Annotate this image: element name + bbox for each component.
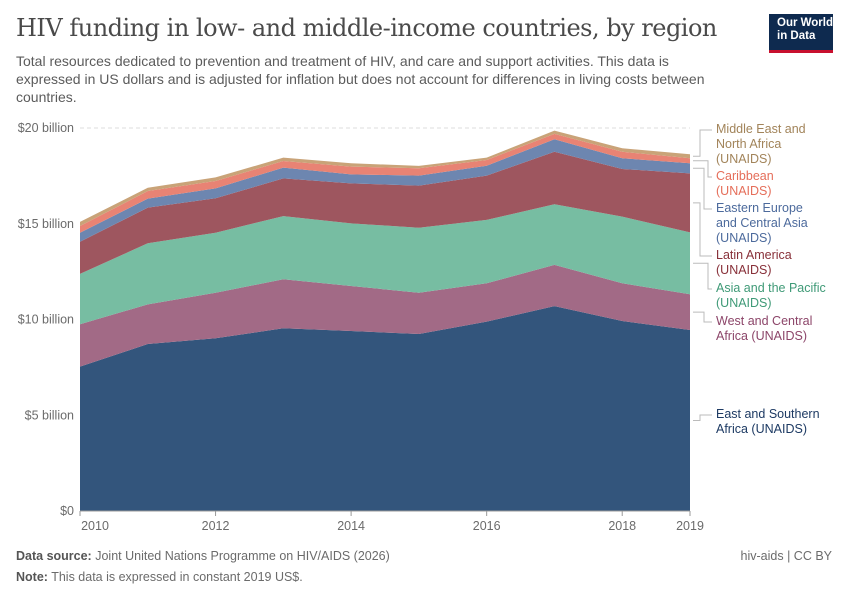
legend-connector: [693, 414, 712, 422]
legend-label: West and Central Africa (UNAIDS): [716, 314, 813, 343]
legend-label: Caribbean (UNAIDS): [716, 169, 774, 198]
legend-connector: [693, 202, 712, 257]
note-label: Note:: [16, 570, 48, 584]
chart-title: HIV funding in low- and middle-income co…: [16, 14, 717, 42]
legend-connector: [693, 160, 712, 178]
chart-subtitle: Total resources dedicated to prevention …: [16, 53, 705, 105]
area-5: [80, 133, 690, 233]
x-tick-label: 2010: [81, 519, 109, 533]
legend-connector: [693, 311, 712, 323]
area-4: [80, 139, 690, 242]
legend-connector: [693, 129, 712, 157]
note-text: This data is expressed in constant 2019 …: [51, 570, 303, 584]
area-0: [80, 306, 690, 511]
x-tick-label: 2016: [473, 519, 501, 533]
y-tick-label: $20 billion: [18, 121, 74, 135]
x-tick-label: 2018: [608, 519, 636, 533]
legend-label: East and Southern Africa (UNAIDS): [716, 407, 820, 436]
area-3: [80, 151, 690, 274]
area-2: [80, 204, 690, 325]
legend-connector: [693, 167, 712, 210]
license[interactable]: hiv-aids | CC BY: [740, 549, 832, 563]
legend-label: Asia and the Pacific (UNAIDS): [716, 281, 826, 310]
note: Note: This data is expressed in constant…: [16, 570, 303, 584]
source-link[interactable]: Joint United Nations Programme on HIV/AI…: [95, 549, 390, 563]
x-tick-label: 2019: [676, 519, 704, 533]
data-source: Data source: Joint United Nations Progra…: [16, 549, 390, 563]
y-tick-label: $0: [60, 504, 74, 518]
y-tick-label: $5 billion: [25, 408, 74, 422]
source-label: Data source:: [16, 549, 92, 563]
legend-label: Eastern Europe and Central Asia (UNAIDS): [716, 201, 808, 245]
x-tick-label: 2012: [202, 519, 230, 533]
y-tick-label: $15 billion: [18, 217, 74, 231]
area-1: [80, 264, 690, 367]
y-tick-label: $10 billion: [18, 313, 74, 327]
x-tick-label: 2014: [337, 519, 365, 533]
owid-logo[interactable]: Our World in Data: [769, 14, 833, 53]
legend-label: Middle East and North Africa (UNAIDS): [716, 122, 806, 166]
legend-label: Latin America (UNAIDS): [716, 248, 792, 277]
legend-connector: [693, 262, 712, 290]
